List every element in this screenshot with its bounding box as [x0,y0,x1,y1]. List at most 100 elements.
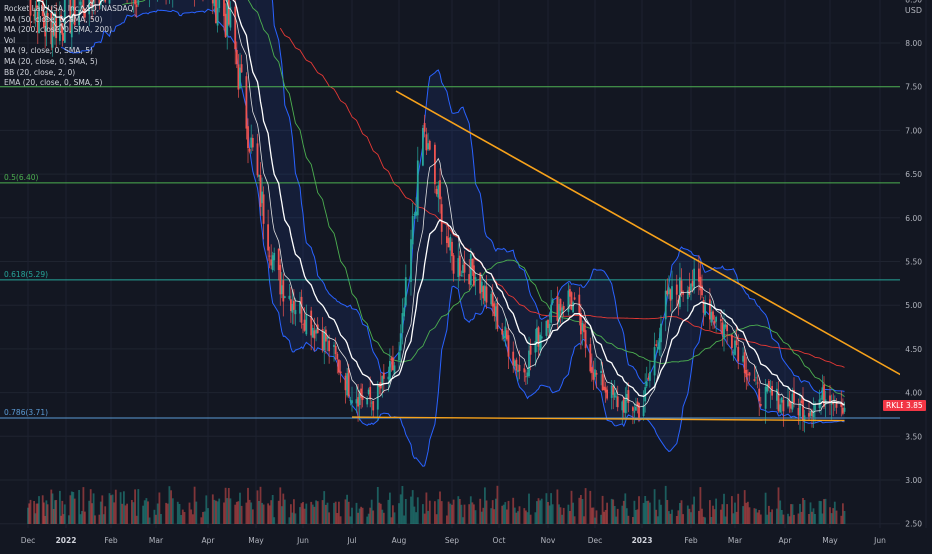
volume-bar [836,511,838,524]
candle-body [536,328,538,343]
candle-body [617,396,619,407]
candle-body [506,330,508,339]
volume-bar [484,487,486,524]
candle-body [427,143,429,149]
candle-body [681,281,683,294]
price-tick-label: 6.50 [905,170,922,179]
volume-bar [338,502,340,524]
candle-body [302,324,304,325]
volume-bar [247,488,249,524]
volume-bar [113,502,115,524]
candle-body [301,297,303,323]
volume-bar [736,512,738,524]
candle-body [497,303,499,329]
candle-body [519,365,521,371]
volume-bar [402,486,404,524]
volume-bar [120,492,122,524]
volume-bar [94,515,96,524]
volume-bar [754,508,756,524]
candle-body [88,0,90,14]
candle-body [315,330,317,334]
volume-bar [512,498,514,524]
time-tick-label: Jun [873,536,886,545]
candle-body [754,379,756,381]
volume-bar [722,504,724,524]
volume-bar [335,502,337,524]
volume-bar [557,490,559,525]
volume-bar [668,511,670,524]
candle-body [236,50,238,64]
candle-body [273,253,275,260]
candle-body [493,303,495,316]
candle-body [525,376,527,377]
volume-bar [552,504,554,524]
candle-body [715,317,717,322]
volume-bar [747,502,749,524]
volume-bar [528,494,530,524]
candle-body [638,403,640,418]
candle-body [765,387,767,409]
candle-body [239,68,241,88]
volume-bar [547,502,549,524]
candle-body [323,331,325,350]
volume-bar [234,505,236,524]
volume-bar [212,494,214,524]
volume-bar [464,505,466,524]
volume-bar [569,511,571,524]
candle-body [218,0,220,8]
candle-body [246,76,248,128]
volume-bar [508,501,510,524]
candle-body [310,311,312,336]
candle-body [80,2,82,5]
candle-body [722,323,724,334]
volume-bar [744,490,746,524]
volume-bar [503,505,505,524]
candle-body [402,313,404,333]
candle-body [238,64,240,89]
price-tick-label: 8.00 [905,39,922,48]
candle-body [538,327,540,346]
time-tick-label: Oct [493,536,506,545]
candle-body [389,361,391,381]
volume-bar [403,516,405,525]
candle-body [338,360,340,373]
candle-body [335,346,337,354]
candle-body [400,333,402,350]
volume-bar [434,501,436,524]
price-tick-label: 4.50 [905,345,922,354]
candle-body [541,336,543,338]
volume-bar [317,501,319,524]
candle-body [405,277,407,305]
volume-bar [177,502,179,524]
volume-bar [733,513,735,524]
candle-body [305,314,307,334]
volume-bar [415,512,417,524]
volume-bar [305,504,307,524]
price-tick-label: 8.50 [905,0,922,4]
volume-bar [144,500,146,524]
volume-bar [681,500,683,524]
volume-bar [157,504,159,525]
candle-body [328,341,330,352]
candle-body [74,0,76,25]
volume-bar [439,492,441,525]
volume-bar [214,500,216,524]
time-tick-label: Jun [296,536,309,545]
volume-bar [831,513,833,524]
volume-bar [123,491,125,524]
volume-bar [146,498,148,524]
volume-bar [766,515,768,524]
volume-bar [273,517,275,524]
candle-body [217,8,219,26]
fib-label-0.5: 0.5(6.40) [4,173,38,182]
volume-bar [580,495,582,524]
candle-body [628,390,630,403]
volume-bar [448,502,450,524]
candle-body [468,274,470,284]
volume-bar [649,503,651,524]
volume-bar [596,510,598,524]
volume-bar [571,491,573,524]
volume-bar [468,504,470,524]
